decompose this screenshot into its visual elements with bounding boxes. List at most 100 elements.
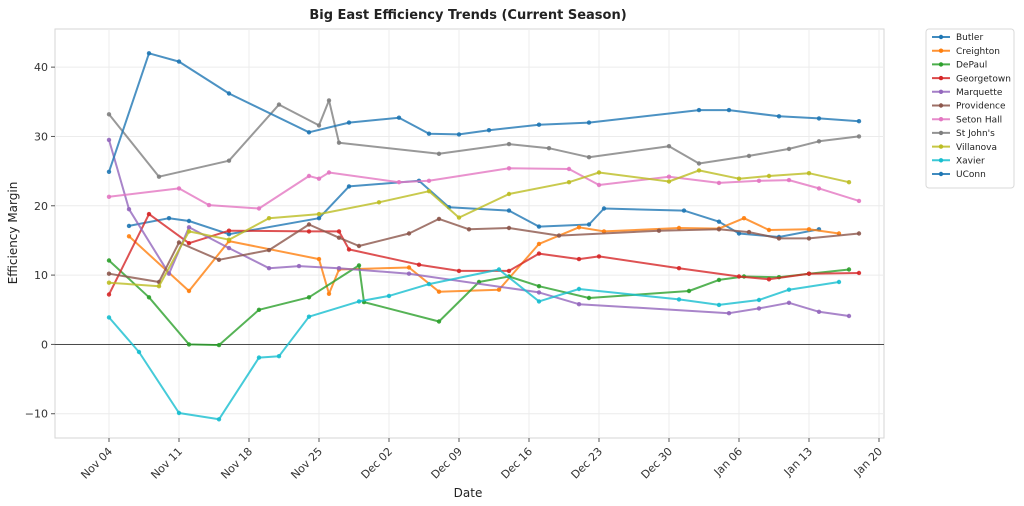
data-point-providence — [716, 227, 722, 232]
data-point-xavier — [176, 410, 182, 416]
legend-swatch-marker — [938, 75, 944, 81]
data-point-georgetown — [506, 268, 512, 274]
legend-entry: Marquette — [932, 88, 1003, 98]
data-point-georgetown — [676, 266, 682, 271]
legend-label: DePaul — [956, 61, 987, 71]
legend: Butler Creighton DePaul Georgetown Marquette… — [925, 28, 1015, 189]
data-point-st-john-s — [106, 112, 112, 117]
data-point-seton-hall — [506, 166, 512, 171]
data-point-butler — [536, 224, 542, 229]
data-point-villanova — [426, 189, 432, 194]
y-tick-label: 40 — [34, 61, 48, 74]
y-axis-ticks: −10 0 10 20 30 40 — [25, 61, 55, 421]
data-point-uconn — [106, 169, 112, 174]
data-point-xavier — [756, 297, 762, 303]
data-point-providence — [506, 225, 512, 231]
y-axis-label: Efficiency Margin — [6, 182, 20, 285]
legend-label: UConn — [956, 170, 986, 180]
data-point-seton-hall — [206, 202, 212, 208]
data-point-st-john-s — [666, 144, 672, 149]
data-point-xavier — [716, 302, 722, 308]
legend-entry: Georgetown — [932, 74, 1011, 84]
legend-swatch-marker — [938, 171, 944, 177]
data-point-st-john-s — [506, 141, 512, 147]
data-point-xavier — [106, 315, 112, 320]
data-point-seton-hall — [716, 180, 722, 186]
data-point-depaul — [256, 307, 262, 312]
y-tick-label: 10 — [34, 269, 48, 282]
data-point-georgetown — [416, 262, 422, 267]
data-point-providence — [466, 227, 472, 232]
data-point-villanova — [736, 176, 742, 181]
data-point-providence — [336, 235, 342, 240]
data-point-georgetown — [106, 292, 112, 297]
data-point-villanova — [266, 216, 272, 221]
data-point-depaul — [146, 295, 152, 300]
data-point-uconn — [486, 128, 492, 133]
data-point-uconn — [776, 114, 782, 119]
data-point-butler — [601, 206, 607, 211]
legend-entry: DePaul — [932, 61, 987, 71]
data-point-xavier — [496, 267, 502, 272]
data-point-seton-hall — [176, 186, 182, 191]
series-line-villanova — [108, 169, 850, 288]
legend-label: Marquette — [956, 88, 1003, 98]
data-point-providence — [406, 231, 412, 236]
data-point-st-john-s — [816, 139, 822, 144]
data-point-st-john-s — [316, 123, 322, 128]
data-point-butler — [226, 232, 232, 237]
data-point-creighton — [576, 225, 582, 230]
data-point-marquette — [576, 302, 582, 307]
data-point-creighton — [326, 291, 332, 296]
data-point-butler — [736, 231, 742, 236]
data-point-st-john-s — [276, 102, 282, 107]
data-point-xavier — [836, 279, 842, 285]
data-point-villanova — [506, 191, 512, 197]
data-point-xavier — [426, 281, 432, 287]
legend-swatch-marker — [938, 89, 944, 95]
data-point-marquette — [126, 207, 132, 212]
series-seton-hall — [106, 166, 862, 211]
legend-entry: Creighton — [932, 47, 1000, 57]
data-point-seton-hall — [396, 180, 402, 185]
data-point-depaul — [186, 342, 192, 347]
data-point-butler — [346, 184, 352, 189]
data-point-georgetown — [306, 229, 312, 234]
data-point-marquette — [166, 271, 172, 276]
data-point-st-john-s — [326, 98, 332, 103]
data-point-providence — [356, 243, 362, 249]
legend-swatch-marker — [938, 130, 944, 136]
data-point-creighton — [766, 227, 772, 233]
data-point-providence — [266, 247, 272, 253]
series-line-seton-hall — [108, 167, 860, 210]
data-point-xavier — [676, 297, 682, 302]
data-point-georgetown — [806, 271, 812, 276]
data-point-st-john-s — [786, 146, 792, 152]
data-point-providence — [776, 236, 782, 241]
data-point-georgetown — [186, 241, 192, 246]
data-point-providence — [306, 222, 312, 227]
data-point-st-john-s — [856, 134, 862, 139]
data-point-villanova — [106, 280, 112, 285]
data-point-depaul — [216, 342, 222, 348]
data-point-uconn — [306, 130, 312, 135]
legend-label: Seton Hall — [956, 115, 1002, 125]
data-point-villanova — [846, 180, 852, 185]
data-point-seton-hall — [756, 178, 762, 183]
series-villanova — [106, 168, 852, 289]
data-point-marquette — [726, 311, 732, 316]
data-point-georgetown — [536, 251, 542, 256]
data-point-seton-hall — [856, 198, 862, 204]
data-point-uconn — [586, 120, 592, 125]
data-point-seton-hall — [106, 194, 112, 199]
series-line-xavier — [108, 268, 840, 421]
data-point-georgetown — [146, 211, 152, 217]
data-point-depaul — [846, 267, 852, 272]
legend-label: St John's — [956, 129, 995, 139]
data-point-uconn — [226, 91, 232, 96]
legend-entry: Xavier — [932, 157, 985, 167]
legend-box — [925, 28, 1015, 189]
legend-swatch-marker — [938, 34, 944, 40]
data-point-st-john-s — [746, 153, 752, 159]
y-tick-label: 20 — [34, 200, 48, 213]
